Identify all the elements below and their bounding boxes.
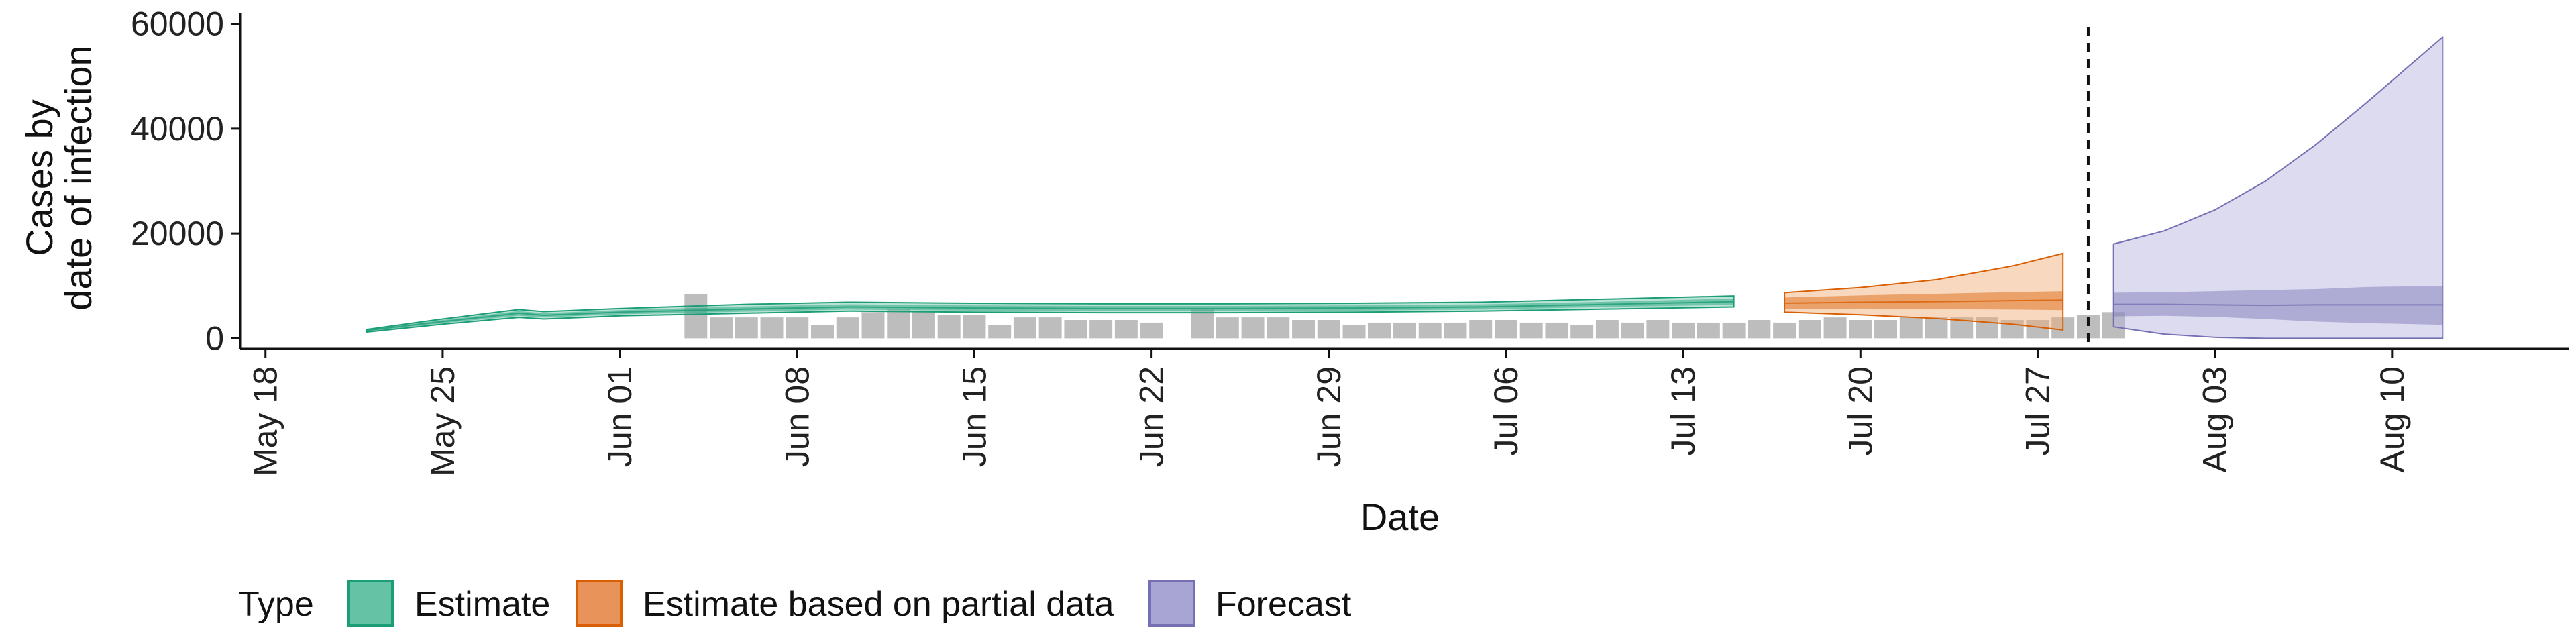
x-tick-label: Jun 29 xyxy=(1310,366,1348,467)
estimate-ribbon-90 xyxy=(366,295,1735,333)
x-tick-label: Jul 27 xyxy=(2019,366,2056,455)
y-tick-label: 40000 xyxy=(131,110,224,148)
x-tick-label: Jun 22 xyxy=(1133,366,1171,467)
reported-case-bar xyxy=(861,312,885,339)
reported-case-bar xyxy=(1292,320,1316,339)
reported-case-bar xyxy=(1216,317,1239,339)
reported-case-bar xyxy=(912,312,935,339)
reported-case-bar xyxy=(1722,322,1746,339)
legend-key-partial xyxy=(576,580,623,627)
reported-case-bar xyxy=(1798,320,1821,339)
reported-case-bar xyxy=(2026,320,2049,339)
reported-case-bar xyxy=(811,325,834,339)
reported-case-bar xyxy=(735,317,758,339)
reported-case-bar xyxy=(1418,322,1442,339)
y-tick-label: 60000 xyxy=(131,5,224,43)
reported-case-bar xyxy=(1393,322,1416,339)
reported-case-bar xyxy=(1697,322,1720,339)
legend-label-forecast: Forecast xyxy=(1216,585,1352,624)
legend-key-estimate xyxy=(347,580,394,627)
legend-title: Type xyxy=(238,585,314,624)
reported-case-bar xyxy=(1849,320,1872,339)
reported-case-bar xyxy=(1089,320,1113,339)
x-tick-label: Jun 08 xyxy=(778,366,816,467)
reported-case-bar xyxy=(786,317,809,339)
reported-case-bar xyxy=(1646,320,1670,339)
forecast-ribbon-90 xyxy=(2112,35,2444,339)
reported-case-bar xyxy=(1545,322,1568,339)
reported-case-bar xyxy=(1267,317,1290,339)
reported-case-bar xyxy=(1013,317,1036,339)
reported-case-bar xyxy=(963,315,986,339)
reported-case-bar xyxy=(988,325,1012,339)
reported-case-bar xyxy=(1621,322,1644,339)
partial-ribbon-50 xyxy=(1784,291,2063,311)
x-tick-label: Jun 01 xyxy=(601,366,639,467)
reported-case-bar xyxy=(1444,322,1467,339)
reported-case-bar xyxy=(1494,320,1517,339)
forecast-median-line xyxy=(2113,303,2443,307)
partial-ribbon-90 xyxy=(1784,252,2064,331)
reported-case-bar xyxy=(937,315,961,339)
reported-case-bar xyxy=(836,317,859,339)
x-tick-label: Aug 03 xyxy=(2196,366,2234,472)
reported-case-bar xyxy=(1773,322,1796,339)
reported-case-bar xyxy=(1191,309,1214,339)
reported-case-bar xyxy=(1114,320,1138,339)
estimate-median-line xyxy=(366,301,1734,331)
reported-case-bar xyxy=(1519,322,1543,339)
reported-case-bar xyxy=(1469,320,1493,339)
reported-case-bar xyxy=(1823,317,1847,339)
reported-case-bar xyxy=(1342,325,1366,339)
reported-case-bar xyxy=(1976,317,1998,339)
reported-case-bar xyxy=(1899,317,1923,339)
reported-case-bar xyxy=(1038,317,1062,339)
reported-case-bar xyxy=(1368,322,1391,339)
x-tick-label: Jul 13 xyxy=(1664,366,1702,455)
reported-case-bar xyxy=(1317,320,1340,339)
x-tick-label: May 18 xyxy=(247,366,284,476)
y-tick-label: 0 xyxy=(205,319,224,357)
reported-case-bar xyxy=(1241,317,1265,339)
legend-label-partial: Estimate based on partial data xyxy=(643,585,1114,624)
x-tick-label: May 25 xyxy=(424,366,462,476)
reported-case-bar xyxy=(1064,320,1087,339)
x-tick-label: Aug 10 xyxy=(2373,366,2411,472)
reported-case-bar xyxy=(1140,322,1163,339)
reported-case-bar xyxy=(1748,320,1771,339)
legend: Type Estimate Estimate based on partial da… xyxy=(238,580,1352,627)
y-axis-title-line: date of infection xyxy=(57,45,99,310)
reported-case-bar xyxy=(1672,322,1695,339)
x-tick-label: Jul 20 xyxy=(1841,366,1879,455)
reported-case-bar xyxy=(684,293,708,339)
reported-case-bar xyxy=(1925,317,1948,339)
reported-case-bar xyxy=(1595,320,1619,339)
x-tick-label: Jun 15 xyxy=(955,366,993,467)
x-axis-title: Date xyxy=(1360,496,1440,538)
reported-case-bar xyxy=(887,309,910,339)
reported-case-bar xyxy=(760,317,784,339)
reported-case-bar xyxy=(710,317,733,339)
legend-label-estimate: Estimate xyxy=(415,585,550,624)
y-axis-title-line: Cases by xyxy=(18,99,60,256)
legend-key-forecast xyxy=(1148,580,1195,627)
plot-area xyxy=(366,27,2444,345)
x-tick-label: Jul 06 xyxy=(1487,366,1525,455)
axes: 0 20000 40000 60000 May 18 May 25 Jun 01 Jun 08… xyxy=(18,5,2569,538)
reported-case-bar xyxy=(1570,325,1594,339)
partial-median-line xyxy=(1784,299,2063,305)
y-tick-label: 20000 xyxy=(131,215,224,252)
estimate-ribbon-50 xyxy=(366,299,1734,332)
reported-case-bar xyxy=(1874,320,1898,339)
